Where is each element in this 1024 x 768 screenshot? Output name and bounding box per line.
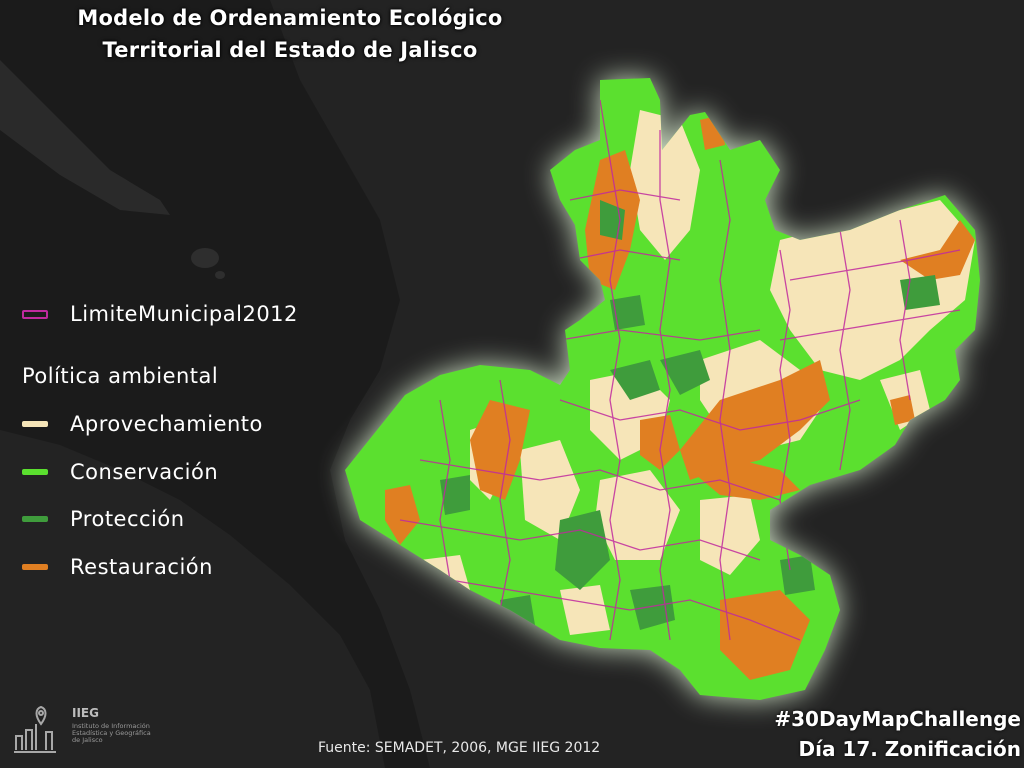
restauracion-swatch [22,564,48,570]
legend-label: Protección [70,507,185,531]
boundary-swatch [22,309,48,319]
hashtag: #30DayMapChallenge [774,707,1021,731]
baja-peninsula [0,60,170,215]
proteccion-swatch [22,516,48,522]
legend-item-restauracion: Restauración [22,552,213,582]
legend-label: Conservación [70,460,219,484]
legend-item-proteccion: Protección [22,504,185,534]
legend-label: LimiteMunicipal2012 [70,302,298,326]
logo-line: de Jalisco [72,736,103,744]
legend-item-conservacion: Conservación [22,457,218,487]
iieg-logo: IIEG Instituto de Información Estadístic… [14,705,174,754]
legend-item-aprovechamiento: Aprovechamiento [22,409,263,439]
location-pin-building-icon [14,705,56,753]
challenge-day: Día 17. Zonificación [798,737,1021,761]
legend-label: Aprovechamiento [70,412,263,436]
island [215,271,225,279]
logo-name: IIEG [72,706,99,720]
municipal-boundaries [399,99,961,641]
map-title-line-2: Territorial del Estado de Jalisco [102,38,478,62]
island [191,248,219,268]
logo-line: Instituto de Información [72,722,150,730]
conservacion-swatch [22,469,48,475]
aprovechamiento-swatch [22,421,48,427]
legend-label: Restauración [70,555,213,579]
logo-line: Estadística y Geográfica [72,729,151,737]
legend-item-municipal-boundary: LimiteMunicipal2012 [22,299,298,329]
map-title-line-1: Modelo de Ordenamiento Ecológico [77,6,503,30]
source-credit: Fuente: SEMADET, 2006, MGE IIEG 2012 [318,740,601,756]
legend-heading: Política ambiental [22,364,219,388]
zone-aprovechamiento [420,110,975,635]
